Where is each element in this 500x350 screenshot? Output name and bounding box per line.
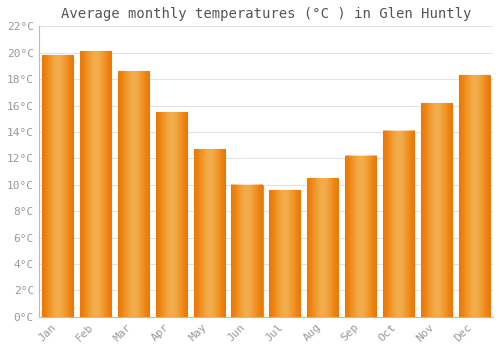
Bar: [345, 156, 376, 317]
Title: Average monthly temperatures (°C ) in Glen Huntly: Average monthly temperatures (°C ) in Gl…: [60, 7, 471, 21]
Bar: [118, 71, 149, 317]
Bar: [270, 190, 300, 317]
Bar: [383, 131, 414, 317]
Bar: [42, 55, 74, 317]
Bar: [307, 178, 338, 317]
Bar: [80, 51, 111, 317]
Bar: [194, 149, 224, 317]
Bar: [421, 103, 452, 317]
Bar: [458, 75, 490, 317]
Bar: [232, 185, 262, 317]
Bar: [156, 112, 187, 317]
